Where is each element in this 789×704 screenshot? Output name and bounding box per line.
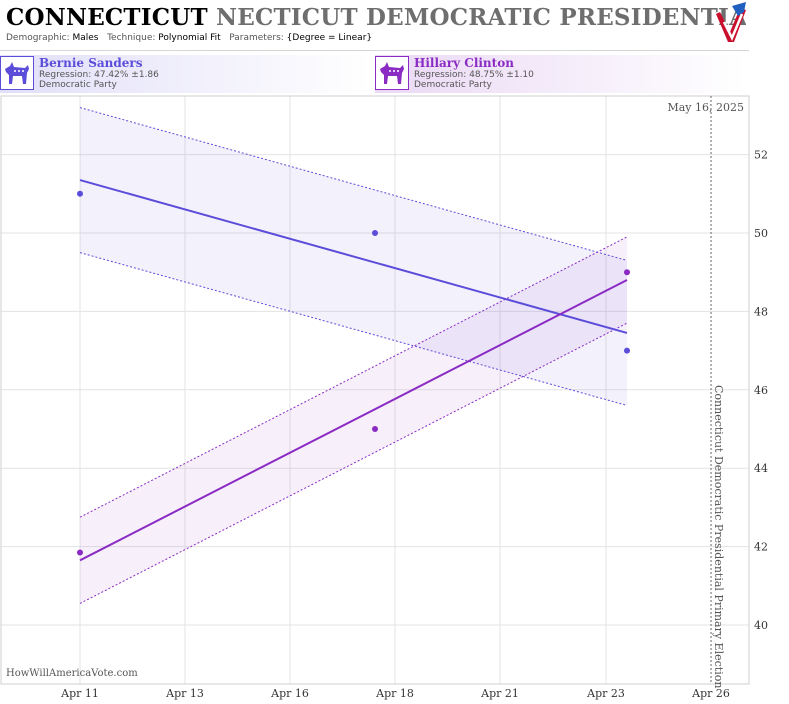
band-lower-line bbox=[79, 322, 628, 604]
data-point bbox=[624, 347, 630, 354]
watermark: HowWillAmericaVote.com bbox=[6, 668, 138, 679]
technique-label: Technique: bbox=[107, 33, 156, 43]
y-tick-label: 48 bbox=[754, 305, 768, 318]
candidate-party: Democratic Party bbox=[39, 80, 117, 90]
data-point bbox=[77, 549, 83, 556]
candidate-party: Democratic Party bbox=[414, 80, 492, 90]
chart-grid bbox=[1, 96, 749, 684]
flag-logo-icon bbox=[716, 2, 746, 42]
data-point bbox=[624, 269, 630, 276]
parameters-value: {Degree = Linear} bbox=[286, 33, 373, 43]
data-point bbox=[77, 190, 83, 197]
y-tick-label: 46 bbox=[754, 384, 768, 397]
data-point bbox=[372, 426, 378, 432]
chart-axes: Apr 11 Apr 13 Apr 16 Apr 18 Apr 21 Apr 23 Apr … bbox=[0, 95, 768, 700]
confidence-bands bbox=[79, 107, 628, 604]
fit-lines bbox=[79, 179, 628, 562]
fit-line bbox=[79, 179, 628, 334]
event-label: Connecticut Democratic Presidential Prim… bbox=[712, 385, 725, 688]
candidate-regression: Regression: 47.42% ±1.86 bbox=[39, 70, 159, 80]
legend-entry-sanders: Bernie Sanders Regression: 47.42% ±1.86 … bbox=[0, 55, 370, 93]
legend-entry-clinton: Hillary Clinton Regression: 48.75% ±1.10… bbox=[375, 55, 745, 93]
y-tick-label: 50 bbox=[754, 227, 768, 240]
donkey-icon bbox=[375, 56, 409, 90]
y-tick-label: 44 bbox=[754, 462, 768, 475]
x-tick-label: Apr 21 bbox=[480, 687, 519, 700]
title-state: CONNECTICUT bbox=[6, 4, 208, 31]
band-upper-line bbox=[79, 236, 628, 518]
chart-title: CONNECTICUT NECTICUT DEMOCRATIC PRESIDEN… bbox=[6, 4, 746, 31]
data-point bbox=[372, 230, 378, 236]
chart-header: CONNECTICUT NECTICUT DEMOCRATIC PRESIDEN… bbox=[0, 0, 749, 51]
candidate-name: Hillary Clinton bbox=[414, 56, 514, 70]
chart-subtitle: Demographic: Males Technique: Polynomial… bbox=[6, 33, 372, 43]
fit-line bbox=[79, 279, 628, 562]
date-label: May 16, 2025 bbox=[667, 101, 744, 114]
title-rest: NECTICUT DEMOCRATIC PRESIDENTIAL PRIMAR bbox=[216, 4, 746, 31]
candidate-regression: Regression: 48.75% ±1.10 bbox=[414, 70, 534, 80]
x-tick-label: Apr 11 bbox=[60, 687, 99, 700]
parameters-label: Parameters: bbox=[229, 33, 284, 43]
y-tick-label: 42 bbox=[754, 541, 768, 554]
data-points bbox=[77, 190, 630, 556]
x-tick-label: Apr 13 bbox=[165, 687, 204, 700]
band-upper-line bbox=[79, 107, 628, 261]
y-tick-label: 40 bbox=[754, 619, 768, 632]
technique-value: Polynomial Fit bbox=[158, 33, 221, 43]
x-tick-label: Apr 16 bbox=[270, 687, 309, 700]
x-tick-label: Apr 18 bbox=[375, 687, 414, 700]
x-tick-label: Apr 23 bbox=[586, 687, 625, 700]
plot-frame bbox=[0, 95, 750, 685]
band-lower-line bbox=[79, 252, 628, 406]
donkey-icon bbox=[0, 56, 34, 90]
demographic-label: Demographic: bbox=[6, 33, 70, 43]
candidate-name: Bernie Sanders bbox=[39, 56, 143, 70]
y-tick-label: 52 bbox=[754, 149, 768, 162]
demographic-value: Males bbox=[72, 33, 99, 43]
x-tick-label: Apr 26 bbox=[691, 687, 730, 700]
